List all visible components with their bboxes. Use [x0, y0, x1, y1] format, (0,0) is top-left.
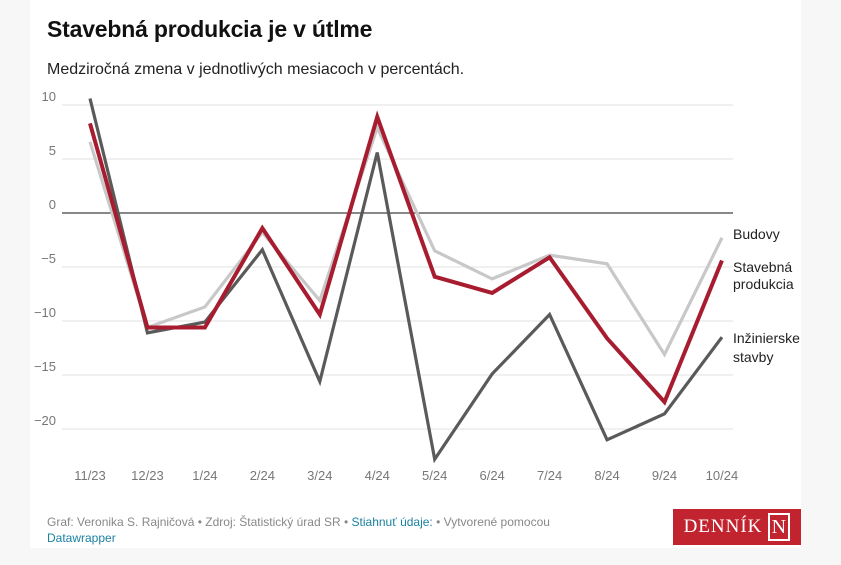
y-tick-label: −15 [34, 359, 56, 374]
x-tick-label: 5/24 [422, 468, 447, 483]
series-label: Stavebná [733, 259, 792, 275]
dennik-n-logo[interactable]: DENNÍK N [673, 509, 801, 545]
x-tick-label: 11/23 [74, 468, 106, 483]
series-line-inžinierske-stavby [88, 98, 724, 464]
logo-mark: N [768, 513, 791, 541]
x-tick-label: 12/23 [131, 468, 164, 483]
x-tick-label: 4/24 [365, 468, 390, 483]
logo-text: DENNÍK [683, 516, 763, 537]
x-tick-label: 3/24 [307, 468, 332, 483]
chart-card [30, 0, 801, 548]
series-label: produkcia [733, 276, 794, 292]
credit-text: Graf: Veronika S. Rajničová • Zdroj: Šta… [47, 515, 352, 529]
x-tick-label: 6/24 [479, 468, 504, 483]
download-data-link[interactable]: Stiahnuť údaje: [351, 515, 433, 529]
x-tick-label: 9/24 [652, 468, 677, 483]
x-tick-label: 7/24 [537, 468, 562, 483]
y-tick-label: 0 [49, 197, 56, 212]
x-tick-label: 2/24 [250, 468, 275, 483]
y-tick-label: −20 [34, 413, 56, 428]
x-tick-label: 10/24 [706, 468, 739, 483]
series-line-budovy [88, 123, 724, 358]
chart-subtitle: Medziročná zmena v jednotlivých mesiacoc… [47, 61, 465, 78]
y-tick-label: −5 [41, 251, 56, 266]
series-label: stavby [733, 349, 773, 365]
y-tick-label: 5 [49, 143, 56, 158]
series-label: Inžinierske [733, 330, 800, 346]
x-tick-label: 8/24 [594, 468, 619, 483]
chart-title: Stavebná produkcia je v útlme [47, 16, 373, 42]
chart-footer: Graf: Veronika S. Rajničová • Zdroj: Šta… [47, 514, 647, 546]
datawrapper-link[interactable]: Datawrapper [47, 531, 116, 545]
series-line-stavebná-produkcia [88, 110, 724, 406]
y-tick-label: −10 [34, 305, 56, 320]
line-chart: 10 5 0 −5 −10 −15 −20 11/23 12/23 1/24 2/24 3/24 4/2… [34, 89, 800, 483]
x-tick-label: 1/24 [192, 468, 217, 483]
y-tick-label: 10 [42, 89, 56, 104]
series-label: Budovy [733, 226, 780, 242]
made-with-text: • Vytvorené pomocou [432, 515, 550, 529]
